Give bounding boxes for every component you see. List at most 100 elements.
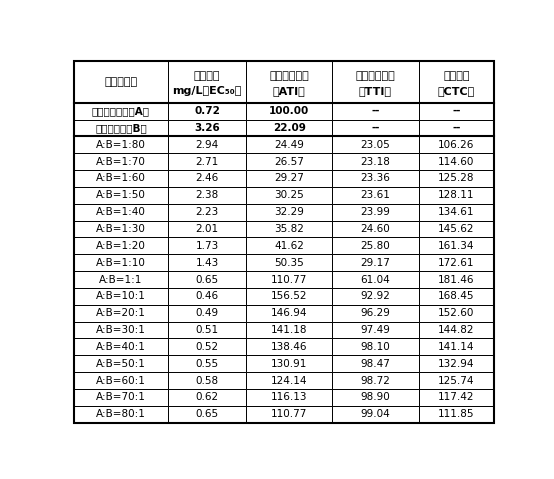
Bar <box>332 61 419 103</box>
Bar <box>168 187 246 204</box>
Bar <box>332 254 419 271</box>
Text: 124.14: 124.14 <box>271 376 307 386</box>
Bar <box>332 120 419 137</box>
Bar <box>419 61 494 103</box>
Text: 2.38: 2.38 <box>196 190 219 200</box>
Text: A:B=80:1: A:B=80:1 <box>96 409 146 419</box>
Bar <box>419 103 494 120</box>
Bar <box>246 271 332 288</box>
Text: A:B=1:80: A:B=1:80 <box>96 140 146 150</box>
Bar <box>74 254 168 271</box>
Bar <box>168 372 246 389</box>
Text: A:B=70:1: A:B=70:1 <box>96 392 146 402</box>
Bar <box>168 221 246 238</box>
Text: 药剂及配比: 药剂及配比 <box>104 77 137 87</box>
Text: （CTC）: （CTC） <box>438 86 475 96</box>
Text: 141.18: 141.18 <box>271 325 307 335</box>
Text: （TTI）: （TTI） <box>359 86 392 96</box>
Bar <box>246 120 332 137</box>
Text: 130.91: 130.91 <box>271 359 307 369</box>
Text: 0.72: 0.72 <box>194 106 220 116</box>
Bar <box>168 389 246 406</box>
Bar <box>168 170 246 187</box>
Bar <box>246 61 332 103</box>
Bar <box>168 204 246 221</box>
Bar <box>74 61 168 103</box>
Text: 2.94: 2.94 <box>196 140 219 150</box>
Text: 132.94: 132.94 <box>438 359 475 369</box>
Text: 24.49: 24.49 <box>274 140 304 150</box>
Text: 2.23: 2.23 <box>196 207 219 217</box>
Text: 128.11: 128.11 <box>438 190 475 200</box>
Text: A:B=40:1: A:B=40:1 <box>96 342 146 352</box>
Text: A:B=1:10: A:B=1:10 <box>96 258 146 268</box>
Text: 98.47: 98.47 <box>361 359 391 369</box>
Text: 114.60: 114.60 <box>438 157 475 167</box>
Bar <box>419 153 494 170</box>
Bar <box>332 187 419 204</box>
Bar <box>74 187 168 204</box>
Bar <box>419 321 494 339</box>
Bar <box>332 305 419 321</box>
Text: 0.58: 0.58 <box>196 376 219 386</box>
Text: 23.99: 23.99 <box>361 207 391 217</box>
Text: 1.73: 1.73 <box>196 241 219 251</box>
Bar <box>168 61 246 103</box>
Text: 0.65: 0.65 <box>196 274 219 285</box>
Text: 98.10: 98.10 <box>361 342 391 352</box>
Text: 2.71: 2.71 <box>196 157 219 167</box>
Text: 22.09: 22.09 <box>273 123 306 133</box>
Bar <box>246 221 332 238</box>
Text: 0.46: 0.46 <box>196 291 219 301</box>
Text: 实测毒力指数: 实测毒力指数 <box>269 71 309 81</box>
Text: 110.77: 110.77 <box>271 274 307 285</box>
Bar <box>168 137 246 153</box>
Bar <box>74 271 168 288</box>
Bar <box>74 153 168 170</box>
Text: 0.51: 0.51 <box>196 325 219 335</box>
Bar <box>332 389 419 406</box>
Bar <box>74 355 168 372</box>
Bar <box>74 372 168 389</box>
Bar <box>74 305 168 321</box>
Bar <box>332 103 419 120</box>
Text: 116.13: 116.13 <box>271 392 307 402</box>
Bar <box>332 170 419 187</box>
Bar <box>419 355 494 372</box>
Bar <box>74 120 168 137</box>
Text: 26.57: 26.57 <box>274 157 304 167</box>
Text: 98.90: 98.90 <box>361 392 391 402</box>
Bar <box>246 103 332 120</box>
Bar <box>168 238 246 254</box>
Text: 24.60: 24.60 <box>361 224 391 234</box>
Bar <box>74 103 168 120</box>
Text: 0.65: 0.65 <box>196 409 219 419</box>
Bar <box>74 321 168 339</box>
Text: A:B=20:1: A:B=20:1 <box>96 308 146 318</box>
Bar <box>332 153 419 170</box>
Bar <box>332 137 419 153</box>
Bar <box>168 271 246 288</box>
Bar <box>168 406 246 422</box>
Text: 92.92: 92.92 <box>361 291 391 301</box>
Bar <box>332 238 419 254</box>
Text: 61.04: 61.04 <box>361 274 391 285</box>
Text: 35.82: 35.82 <box>274 224 304 234</box>
Bar <box>246 137 332 153</box>
Text: 125.74: 125.74 <box>438 376 475 386</box>
Text: A:B=1:50: A:B=1:50 <box>96 190 146 200</box>
Text: A:B=60:1: A:B=60:1 <box>96 376 146 386</box>
Bar <box>419 204 494 221</box>
Text: 3.26: 3.26 <box>194 123 220 133</box>
Bar <box>246 339 332 355</box>
Text: 145.62: 145.62 <box>438 224 475 234</box>
Text: 144.82: 144.82 <box>438 325 475 335</box>
Bar <box>332 288 419 305</box>
Text: 110.77: 110.77 <box>271 409 307 419</box>
Text: 2.01: 2.01 <box>196 224 219 234</box>
Bar <box>246 305 332 321</box>
Bar <box>246 389 332 406</box>
Bar <box>246 254 332 271</box>
Text: 146.94: 146.94 <box>271 308 307 318</box>
Text: 156.52: 156.52 <box>271 291 307 301</box>
